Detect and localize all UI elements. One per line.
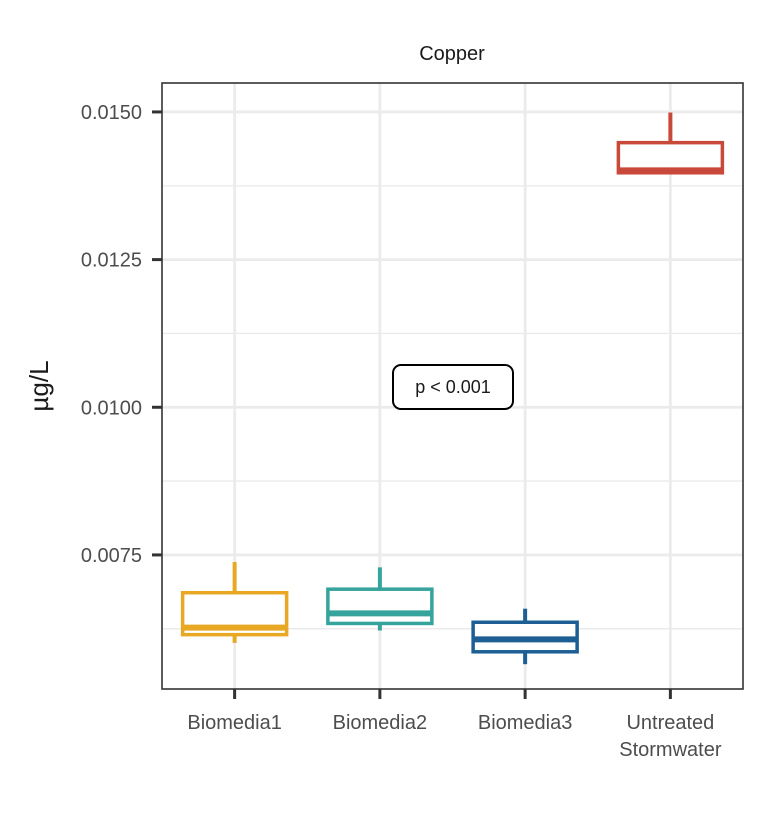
y-axis-label: µg/L: [24, 360, 54, 411]
x-tick-label: Biomedia3: [478, 712, 573, 734]
plot-panel: [161, 82, 744, 690]
boxes: [180, 112, 725, 665]
y-tick-label: 0.0125: [81, 250, 142, 272]
box-biomedia1: [180, 562, 289, 643]
annotation-text: p < 0.001: [415, 377, 491, 397]
y-tick-label: 0.0100: [81, 397, 142, 419]
chart-title: Copper: [419, 43, 485, 65]
x-axis: Biomedia1 Biomedia2 Biomedia3 Untreated Stor…: [187, 689, 722, 761]
y-tick-label: 0.0075: [81, 545, 142, 567]
p-value-annotation: p < 0.001: [392, 364, 514, 410]
box-untreated-stormwater: [616, 112, 725, 175]
box-biomedia3: [471, 608, 579, 665]
iqr-box: [326, 587, 434, 626]
y-axis: 0.0075 0.0100 0.0125 0.0150: [81, 102, 162, 567]
x-tick-label: Biomedia2: [333, 712, 428, 734]
x-tick-label: Biomedia1: [187, 712, 282, 734]
box-biomedia2: [326, 567, 434, 631]
y-tick-label: 0.0150: [81, 102, 142, 124]
annotation-box: [392, 364, 514, 410]
x-tick-label: Untreated Stormwater: [619, 712, 722, 761]
